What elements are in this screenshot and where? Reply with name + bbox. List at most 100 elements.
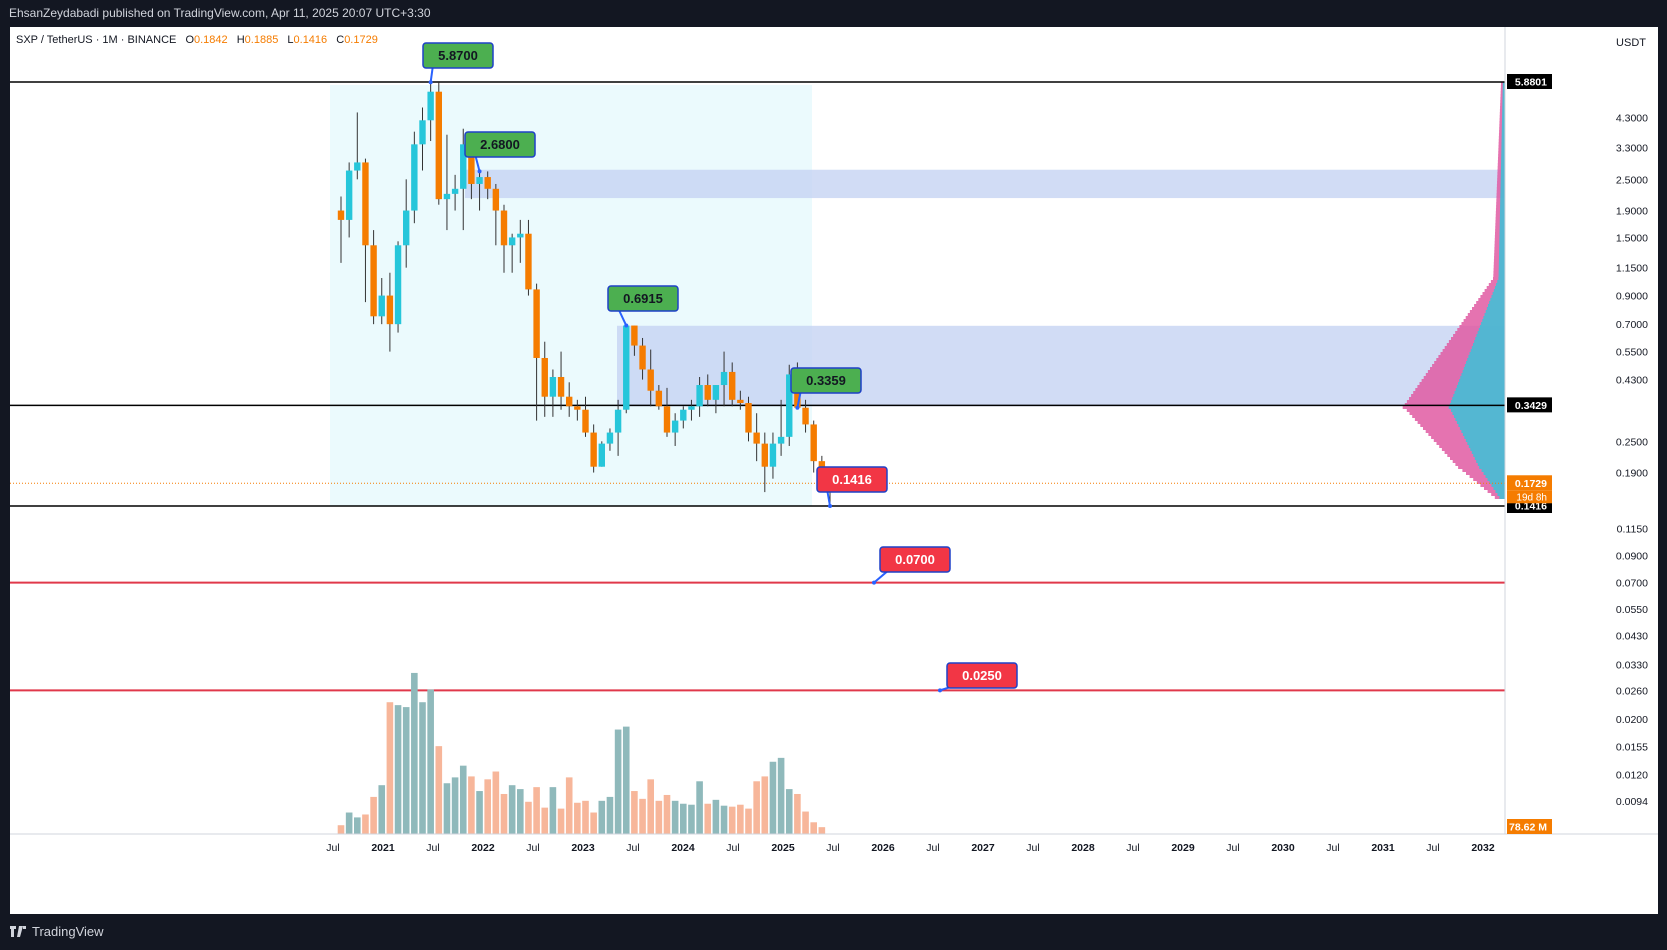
profile-bar-buy xyxy=(1471,346,1505,349)
candle-body xyxy=(468,144,475,184)
profile-bar-buy xyxy=(1500,169,1505,172)
profile-bar-buy xyxy=(1498,277,1505,280)
axis-badge-bg xyxy=(1507,397,1552,413)
candle xyxy=(354,112,361,180)
price-tick-label: 0.0200 xyxy=(1616,714,1648,726)
time-tick-label: Jul xyxy=(926,842,939,854)
profile-bar-buy xyxy=(1459,379,1505,382)
volume-bar xyxy=(794,793,801,834)
profile-bar-buy xyxy=(1461,430,1505,433)
profile-bar-buy xyxy=(1500,187,1505,190)
profile-bar-buy xyxy=(1500,181,1505,184)
profile-bar-buy xyxy=(1500,184,1505,187)
price-tick-label: 0.7000 xyxy=(1616,319,1648,331)
candle-body xyxy=(557,376,565,397)
profile-bar-buy xyxy=(1481,322,1505,325)
candle xyxy=(777,399,785,456)
profile-bar-buy xyxy=(1497,493,1505,496)
volume-bar xyxy=(582,800,589,834)
profile-bar-buy xyxy=(1499,241,1505,244)
profile-bar-buy xyxy=(1488,304,1505,307)
candle xyxy=(614,399,622,456)
symbol-name[interactable]: SXP / TetherUS · 1M · BINANCE xyxy=(16,34,177,46)
profile-bar-buy xyxy=(1490,298,1505,301)
candle xyxy=(419,107,426,171)
volume-bar xyxy=(354,817,361,834)
profile-bar-buy xyxy=(1502,88,1505,91)
profile-bar-buy xyxy=(1496,283,1505,286)
currency-label[interactable]: USDT xyxy=(1616,37,1646,49)
candle-body xyxy=(786,374,793,437)
profile-bar-buy xyxy=(1498,262,1505,265)
candle xyxy=(582,396,589,437)
profile-bar-buy xyxy=(1452,412,1505,415)
candle-body xyxy=(460,144,467,189)
candle xyxy=(484,171,491,200)
profile-bar-buy xyxy=(1499,211,1505,214)
candle-body xyxy=(370,245,377,317)
time-tick-label: 2026 xyxy=(871,842,895,854)
time-tick-label: 2021 xyxy=(371,842,395,854)
profile-bar-buy xyxy=(1457,382,1505,385)
volume-bar xyxy=(622,726,630,834)
profile-bar-buy xyxy=(1499,229,1505,232)
profile-bar-buy xyxy=(1500,199,1505,202)
callout-box xyxy=(946,662,1018,689)
profile-bar-buy xyxy=(1501,154,1505,157)
profile-bar-buy xyxy=(1493,289,1505,292)
volume-bar xyxy=(598,800,606,834)
chart-frame[interactable]: 5.8700 2.6800 0.6915 0.3359 0.1416 0.0700 0.02… xyxy=(10,27,1658,914)
price-tick-label: 3.3000 xyxy=(1616,143,1648,155)
candle xyxy=(345,162,353,238)
time-axis: Jul 2021 Jul 2022 Jul 2023 Jul 2024 Jul 2025 Jul 20… xyxy=(326,842,1495,854)
candle xyxy=(720,351,728,407)
axis-badge-label: 5.8801 xyxy=(1515,77,1547,89)
candle-body xyxy=(435,91,442,200)
price-tick-label: 0.4300 xyxy=(1616,375,1648,387)
volume-bar xyxy=(810,822,817,834)
profile-bar-buy xyxy=(1449,403,1505,406)
candle xyxy=(403,179,410,268)
candle-body xyxy=(639,345,646,370)
volume-bar xyxy=(370,796,377,834)
profile-bar-buy xyxy=(1483,472,1505,475)
volume-bar xyxy=(402,707,410,834)
candle-body xyxy=(476,177,483,184)
candle xyxy=(549,369,557,417)
callout-anchor xyxy=(624,323,629,328)
profile-bar-buy xyxy=(1451,400,1505,403)
profile-bar-buy xyxy=(1501,139,1505,142)
volume-bar xyxy=(785,789,793,834)
candle-body xyxy=(451,188,459,194)
price-tick-label: 0.0430 xyxy=(1616,631,1648,643)
candle xyxy=(386,272,394,352)
time-tick-label: Jul xyxy=(1126,842,1139,854)
volume-bar xyxy=(753,781,760,834)
candle-body xyxy=(671,420,679,433)
close-value: 0.1729 xyxy=(344,34,378,46)
candle-body xyxy=(525,233,532,290)
volume-bar xyxy=(574,802,581,834)
price-tick-label: 4.3000 xyxy=(1616,113,1648,125)
candle xyxy=(500,204,508,273)
candle-body xyxy=(574,406,581,410)
profile-bar-buy xyxy=(1467,442,1505,445)
profile-bar-buy xyxy=(1476,334,1505,337)
price-callout: 2.6800 xyxy=(464,131,536,174)
price-tick-label: 0.2500 xyxy=(1616,436,1648,448)
candle xyxy=(729,362,736,407)
price-tick-label: 0.1150 xyxy=(1617,524,1648,536)
price-callout: 0.3359 xyxy=(790,367,862,410)
candle xyxy=(370,230,377,325)
profile-bar-buy xyxy=(1479,325,1505,328)
candle-body xyxy=(411,144,418,211)
countdown-badge: 19d 8h xyxy=(1507,490,1552,504)
volume-bar xyxy=(337,825,345,834)
candle-body xyxy=(500,210,508,246)
time-tick-label: Jul xyxy=(426,842,439,854)
tradingview-logo[interactable]: TradingView xyxy=(10,924,104,939)
price-tick-label: 0.0120 xyxy=(1616,769,1648,781)
profile-bar-buy xyxy=(1502,82,1505,85)
price-chart[interactable]: 5.8700 2.6800 0.6915 0.3359 0.1416 0.0700 0.02… xyxy=(10,27,1658,914)
open-value: 0.1842 xyxy=(194,34,228,46)
